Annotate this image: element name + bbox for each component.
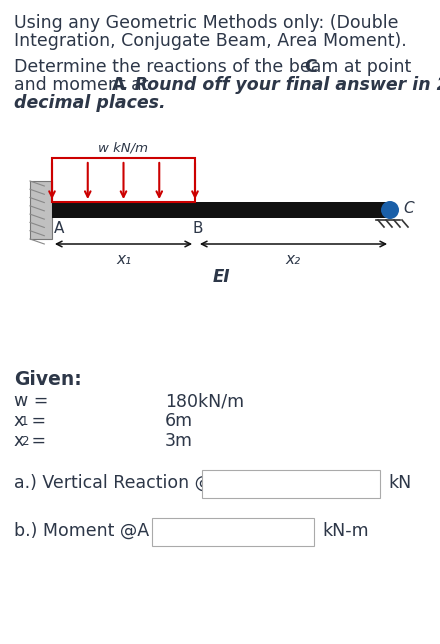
Text: B: B xyxy=(192,221,202,236)
Text: kN-m: kN-m xyxy=(322,522,369,540)
Text: EI: EI xyxy=(212,268,230,286)
Bar xyxy=(52,202,390,218)
Text: 6m: 6m xyxy=(165,412,193,430)
Circle shape xyxy=(381,201,399,219)
Text: 180kN/m: 180kN/m xyxy=(165,392,244,410)
Text: b.) Moment @A: b.) Moment @A xyxy=(14,522,149,540)
Text: Given:: Given: xyxy=(14,370,82,389)
Text: 1: 1 xyxy=(21,415,29,428)
Text: C: C xyxy=(403,200,414,216)
Text: x₁: x₁ xyxy=(116,252,131,267)
FancyBboxPatch shape xyxy=(152,518,314,546)
FancyBboxPatch shape xyxy=(30,181,52,239)
Text: 2: 2 xyxy=(21,435,29,448)
Text: A: A xyxy=(54,221,64,236)
Text: A: A xyxy=(112,76,125,94)
Text: 3m: 3m xyxy=(165,432,193,450)
FancyBboxPatch shape xyxy=(202,470,380,498)
Text: =: = xyxy=(26,432,46,450)
Text: C: C xyxy=(304,58,317,76)
Text: Using any Geometric Methods only: (Double: Using any Geometric Methods only: (Doubl… xyxy=(14,14,399,32)
Text: x: x xyxy=(14,432,24,450)
Text: w =: w = xyxy=(14,392,48,410)
Text: kN: kN xyxy=(388,474,411,492)
Text: x₂: x₂ xyxy=(285,252,300,267)
Text: . Round off your final answer in 2: . Round off your final answer in 2 xyxy=(122,76,440,94)
Text: Determine the reactions of the beam at point: Determine the reactions of the beam at p… xyxy=(14,58,417,76)
Text: x: x xyxy=(14,412,24,430)
Text: and moment at: and moment at xyxy=(14,76,154,94)
Text: w kN/m: w kN/m xyxy=(99,141,148,154)
Text: =: = xyxy=(26,412,46,430)
Text: a.) Vertical Reaction @C: a.) Vertical Reaction @C xyxy=(14,474,224,492)
Text: decimal places.: decimal places. xyxy=(14,94,165,112)
Bar xyxy=(52,158,195,202)
Text: Integration, Conjugate Beam, Area Moment).: Integration, Conjugate Beam, Area Moment… xyxy=(14,32,407,50)
